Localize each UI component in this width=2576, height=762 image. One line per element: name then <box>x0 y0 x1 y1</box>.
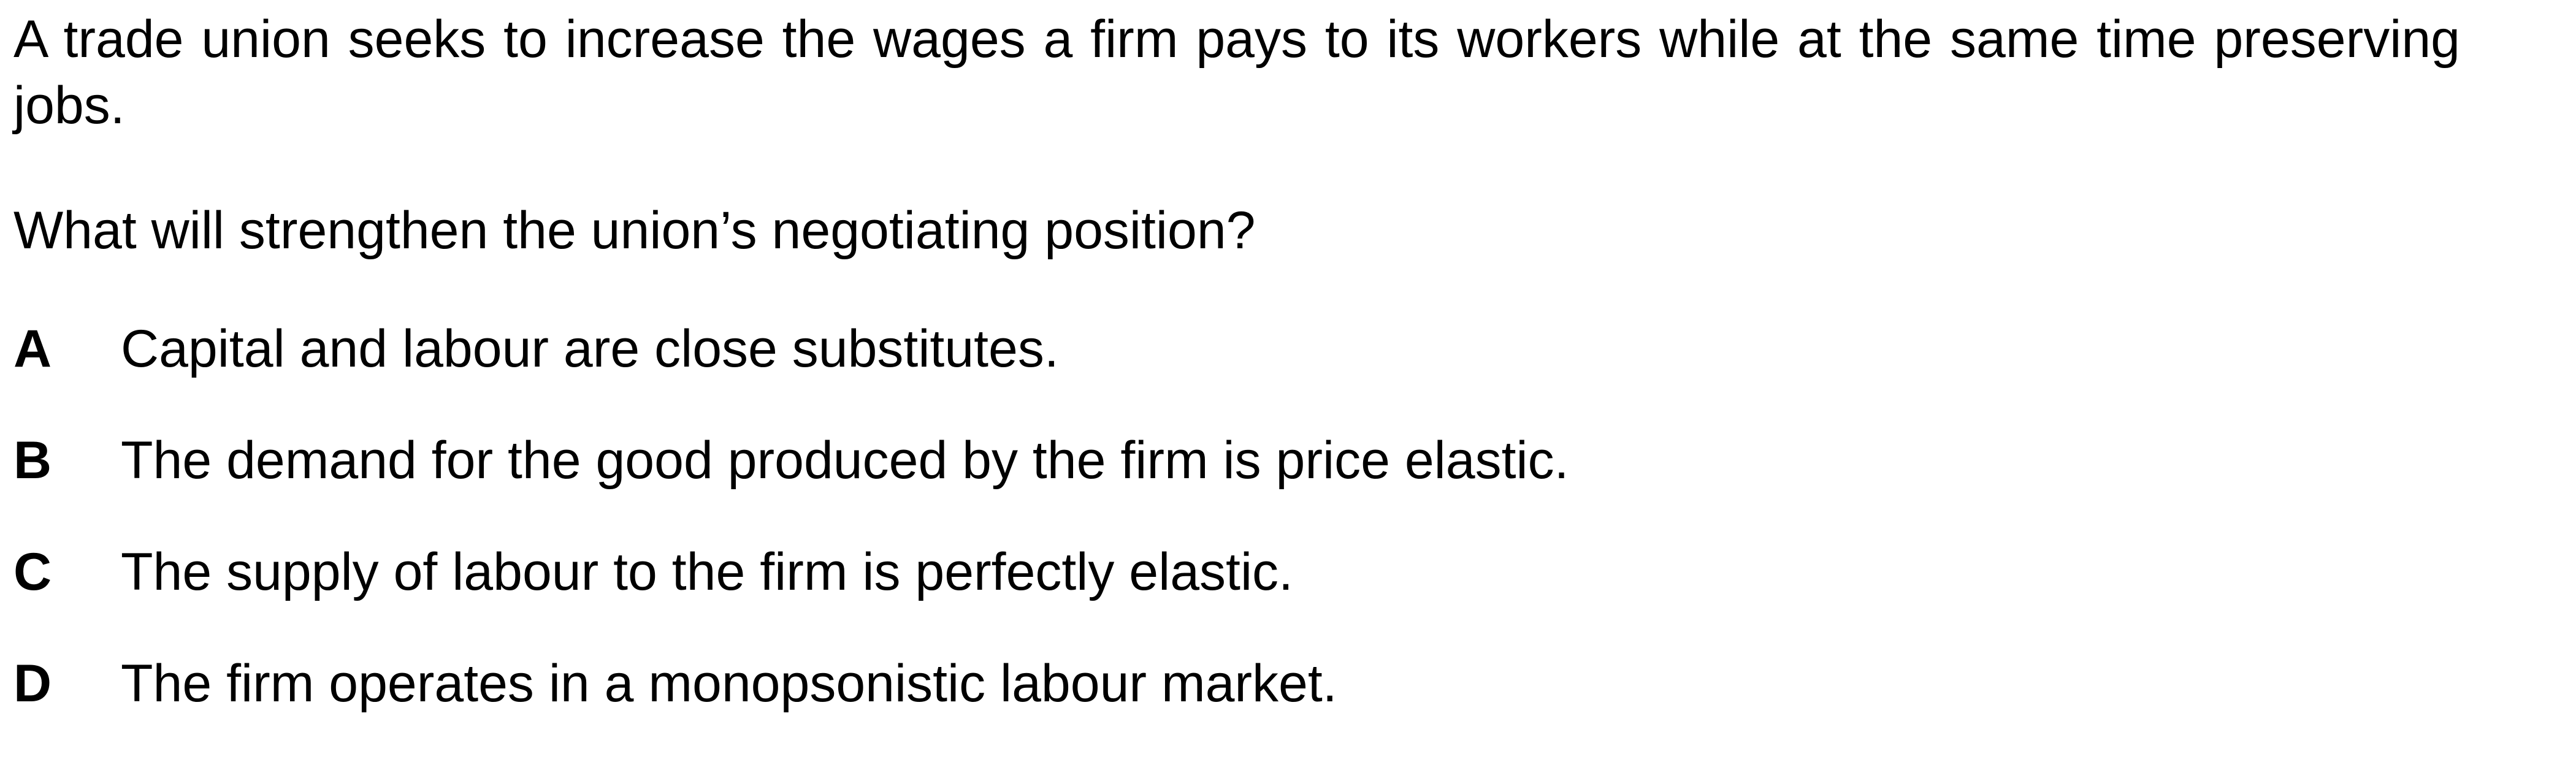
option-letter: A <box>13 319 52 378</box>
option-text: The firm operates in a monopsonistic lab… <box>121 654 1337 713</box>
option-text: The demand for the good produced by the … <box>121 431 1569 490</box>
option-text: Capital and labour are close substitutes… <box>121 319 1059 378</box>
question-stem: A trade union seeks to increase the wage… <box>13 10 2460 135</box>
option-letter: D <box>13 654 52 713</box>
option-letter: C <box>13 543 52 601</box>
question-page: A trade union seeks to increase the wage… <box>13 0 2466 713</box>
option-letter: B <box>13 431 52 490</box>
question-prompt: What will strengthen the union’s negotia… <box>13 201 1256 260</box>
option-text: The supply of labour to the firm is perf… <box>121 543 1293 601</box>
